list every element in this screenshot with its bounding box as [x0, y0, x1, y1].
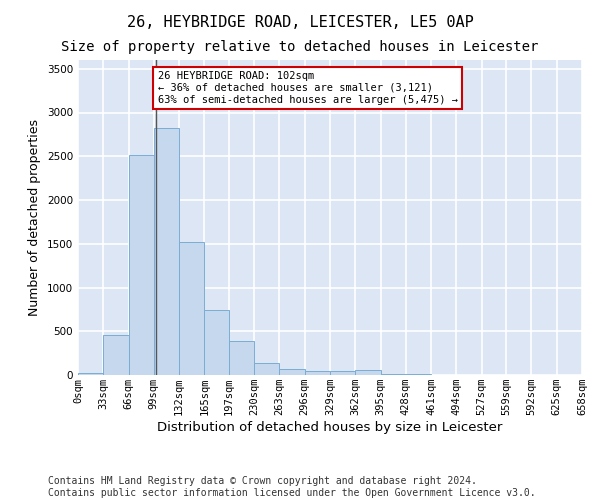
Bar: [305, 370, 330, 375]
Text: Size of property relative to detached houses in Leicester: Size of property relative to detached ho…: [61, 40, 539, 54]
Bar: [78, 373, 103, 375]
Text: 26, HEYBRIDGE ROAD, LEICESTER, LE5 0AP: 26, HEYBRIDGE ROAD, LEICESTER, LE5 0AP: [127, 15, 473, 30]
Text: Contains HM Land Registry data © Crown copyright and database right 2024.
Contai: Contains HM Land Registry data © Crown c…: [48, 476, 536, 498]
Bar: [179, 242, 205, 375]
Bar: [330, 370, 355, 375]
Bar: [128, 156, 154, 375]
Bar: [205, 310, 229, 375]
X-axis label: Distribution of detached houses by size in Leicester: Distribution of detached houses by size …: [157, 421, 503, 434]
Bar: [280, 369, 305, 375]
Bar: [380, 374, 406, 375]
Bar: [355, 370, 380, 375]
Bar: [154, 128, 179, 375]
Bar: [229, 341, 254, 375]
Bar: [254, 363, 280, 375]
Y-axis label: Number of detached properties: Number of detached properties: [28, 119, 41, 316]
Text: 26 HEYBRIDGE ROAD: 102sqm
← 36% of detached houses are smaller (3,121)
63% of se: 26 HEYBRIDGE ROAD: 102sqm ← 36% of detac…: [158, 72, 458, 104]
Bar: [103, 335, 128, 375]
Bar: [406, 374, 431, 375]
